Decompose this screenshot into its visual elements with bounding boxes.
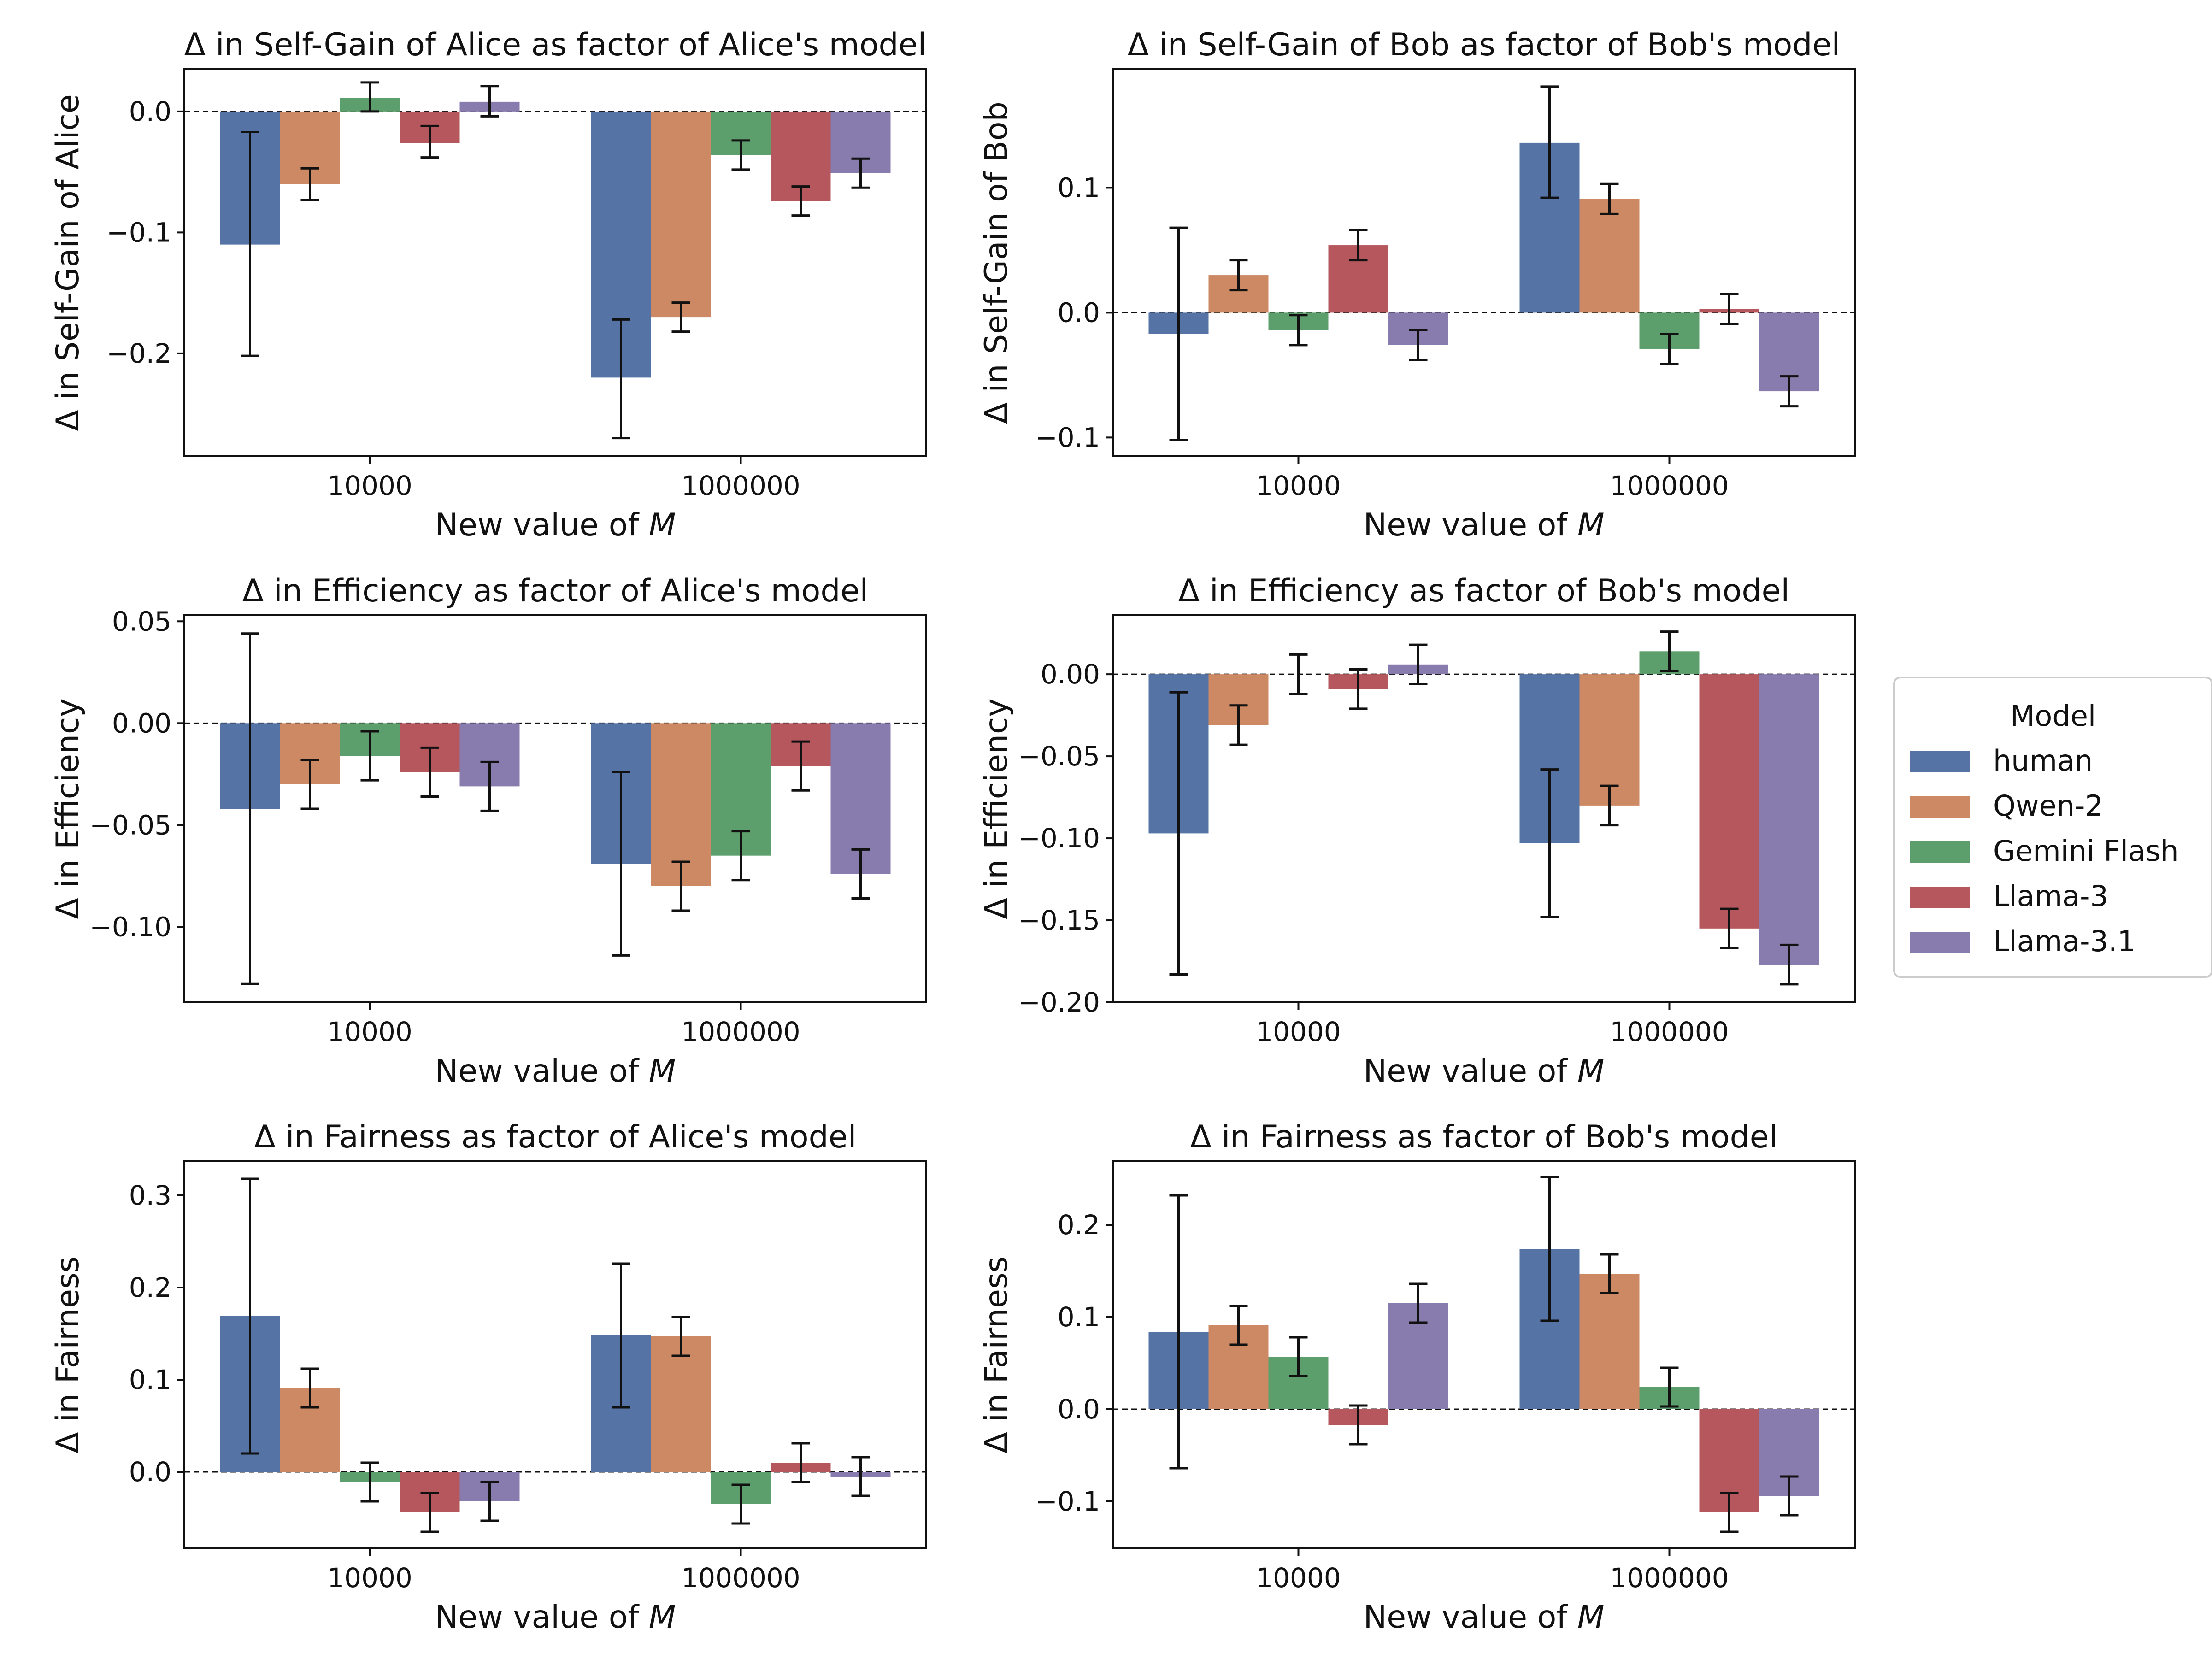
chart-title: Δ in Fairness as factor of Alice's model: [254, 1119, 856, 1155]
x-tick-label: 1000000: [1610, 470, 1729, 501]
y-tick-label: 0.1: [129, 1364, 171, 1395]
y-tick-label: 0.2: [1058, 1209, 1100, 1241]
legend-label: Llama-3: [1993, 879, 2108, 913]
x-tick-label: 10000: [327, 1562, 412, 1594]
legend-swatch: [1910, 796, 1970, 818]
plot-frame: [1112, 614, 1856, 1003]
y-tick-label: 0.1: [1058, 172, 1100, 203]
chart-title: Δ in Self-Gain of Alice as factor of Ali…: [184, 27, 927, 63]
y-tick-label: −0.10: [89, 911, 171, 942]
y-axis-label: Δ in Fairness: [50, 1256, 86, 1453]
x-tick-label: 1000000: [681, 470, 800, 501]
x-tick-label: 1000000: [1610, 1016, 1729, 1047]
x-axis-label: New value of M: [435, 507, 676, 543]
y-tick-label: −0.1: [1035, 422, 1100, 453]
legend-swatch: [1910, 751, 1970, 772]
y-axis-label: Δ in Efficiency: [978, 698, 1015, 919]
y-axis-label: Δ in Self-Gain of Alice: [50, 94, 86, 431]
chart-title: Δ in Efficiency as factor of Bob's model: [1178, 573, 1790, 609]
bar: [1579, 199, 1640, 313]
chart-panel-4: −0.20 −0.15 −0.10 −0.05 0.00 10000 1000000 Δ in…: [978, 573, 1856, 1089]
legend-title: Model: [2010, 699, 2096, 733]
legend: Model human Qwen-2 Gemini Flash Llama-3 Llam…: [1893, 677, 2212, 978]
x-axis-label: New value of M: [435, 1053, 676, 1089]
plot-frame: [1112, 1160, 1856, 1549]
bar: [1699, 674, 1759, 929]
y-tick-label: 0.3: [129, 1180, 171, 1211]
x-axis-label: New value of M: [435, 1599, 676, 1635]
y-tick-label: 0.1: [1058, 1301, 1100, 1333]
y-tick-label: −0.20: [1018, 987, 1100, 1018]
x-axis-label: New value of M: [1363, 507, 1604, 543]
y-tick-label: 0.05: [112, 606, 171, 637]
y-tick-label: −0.05: [89, 809, 171, 841]
chart-panel-1: −0.2 −0.1 0.0 10000 1000000 Δ in Self-Gain of…: [50, 27, 927, 543]
y-tick-label: 0.00: [1041, 659, 1100, 690]
chart-title: Δ in Efficiency as factor of Alice's mod…: [242, 573, 869, 609]
legend-swatch: [1910, 932, 1970, 953]
y-tick-label: −0.05: [1018, 741, 1100, 772]
y-tick-label: 0.0: [129, 1456, 171, 1488]
bar: [1579, 674, 1640, 806]
y-tick-label: −0.1: [106, 217, 171, 248]
x-tick-label: 1000000: [1610, 1562, 1729, 1594]
chart-panel-2: −0.1 0.0 0.1 10000 1000000 Δ in Self-Gain of …: [978, 27, 1856, 543]
x-axis-label: New value of M: [1363, 1599, 1604, 1635]
y-axis-label: Δ in Self-Gain of Bob: [978, 101, 1015, 424]
plot-frame: [183, 614, 927, 1003]
chart-title: Δ in Fairness as factor of Bob's model: [1190, 1119, 1778, 1155]
y-tick-label: −0.1: [1035, 1486, 1100, 1517]
bar: [1579, 1274, 1640, 1409]
legend-swatch: [1910, 887, 1970, 908]
plot-frame: [183, 68, 927, 457]
legend-frame: [1893, 677, 2212, 978]
chart-title: Δ in Self-Gain of Bob as factor of Bob's…: [1128, 27, 1841, 63]
chart-panel-3: −0.10 −0.05 0.00 0.05 10000 1000000 Δ in Effic…: [50, 573, 927, 1089]
x-tick-label: 1000000: [681, 1562, 800, 1594]
chart-panel-6: −0.1 0.0 0.1 0.2 10000 1000000 Δ in Fairness a…: [978, 1119, 1856, 1635]
legend-label: Gemini Flash: [1993, 834, 2179, 868]
bar: [1759, 674, 1819, 965]
bar: [651, 111, 711, 318]
y-tick-label: 0.00: [112, 707, 171, 739]
y-tick-label: 0.0: [1058, 1394, 1100, 1425]
legend-label: Llama-3.1: [1993, 924, 2136, 958]
x-tick-label: 1000000: [681, 1016, 800, 1047]
y-axis-label: Δ in Fairness: [978, 1256, 1015, 1453]
chart-panels: −0.2 −0.1 0.0 10000 1000000 Δ in Self-Gain of…: [50, 27, 1856, 1635]
y-tick-label: −0.2: [106, 338, 171, 369]
x-tick-label: 10000: [1256, 1016, 1341, 1047]
legend-items: human Qwen-2 Gemini Flash Llama-3 Llama-3.1: [1910, 744, 2179, 958]
y-tick-label: 0.0: [1058, 297, 1100, 328]
legend-swatch: [1910, 841, 1970, 863]
x-tick-label: 10000: [327, 1016, 412, 1047]
x-tick-label: 10000: [1256, 470, 1341, 501]
chart-panel-5: 0.0 0.1 0.2 0.3 10000 1000000 Δ in Fairness as…: [50, 1119, 927, 1635]
plot-frame: [183, 1160, 927, 1549]
y-tick-label: 0.2: [129, 1272, 171, 1303]
bar: [651, 723, 711, 886]
legend-label: Qwen-2: [1993, 789, 2103, 823]
x-tick-label: 10000: [327, 470, 412, 501]
y-tick-label: 0.0: [129, 96, 171, 127]
y-axis-label: Δ in Efficiency: [50, 698, 86, 919]
legend-label: human: [1993, 744, 2093, 777]
y-tick-label: −0.10: [1018, 823, 1100, 854]
plot-frame: [1112, 68, 1856, 457]
bar: [651, 1336, 711, 1472]
y-tick-label: −0.15: [1018, 905, 1100, 936]
x-tick-label: 10000: [1256, 1562, 1341, 1594]
x-axis-label: New value of M: [1363, 1053, 1604, 1089]
